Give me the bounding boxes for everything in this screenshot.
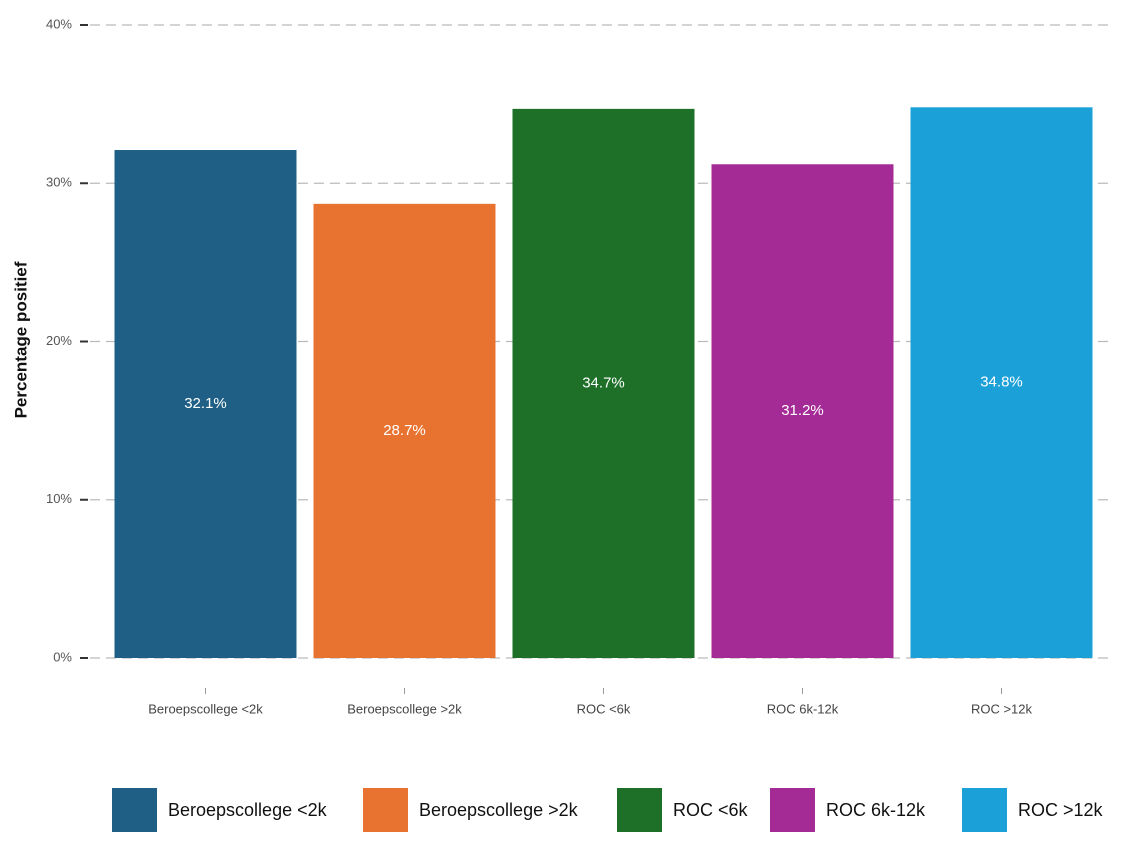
bar (711, 164, 894, 658)
y-axis-label: Percentage positief (11, 261, 30, 418)
legend-label: Beroepscollege >2k (419, 800, 579, 820)
legend-label: ROC >12k (1018, 800, 1104, 820)
y-tick-label: 10% (46, 491, 72, 506)
y-tick-label: 30% (46, 175, 72, 190)
x-tick-label: Beroepscollege <2k (148, 701, 263, 716)
data-label: 34.8% (980, 374, 1023, 391)
bar (512, 108, 695, 658)
x-tick-label: Beroepscollege >2k (347, 701, 462, 716)
legend-swatch (112, 788, 157, 832)
x-tick-label: ROC >12k (971, 701, 1033, 716)
y-tick-label: 40% (46, 16, 72, 31)
y-tick-label: 20% (46, 333, 72, 348)
x-tick-label: ROC 6k-12k (767, 701, 839, 716)
legend-swatch (770, 788, 815, 832)
legend-swatch (363, 788, 408, 832)
bar (910, 107, 1093, 659)
data-label: 34.7% (582, 374, 625, 391)
data-label: 28.7% (383, 422, 426, 439)
legend-label: Beroepscollege <2k (168, 800, 328, 820)
bar (313, 203, 496, 658)
legend-label: ROC 6k-12k (826, 800, 926, 820)
y-tick-label: 0% (53, 649, 72, 664)
bar (114, 150, 297, 658)
x-tick-label: ROC <6k (577, 701, 631, 716)
legend-label: ROC <6k (673, 800, 749, 820)
legend-swatch (617, 788, 662, 832)
data-label: 31.2% (781, 402, 824, 419)
legend-swatch (962, 788, 1007, 832)
data-label: 32.1% (184, 395, 227, 412)
